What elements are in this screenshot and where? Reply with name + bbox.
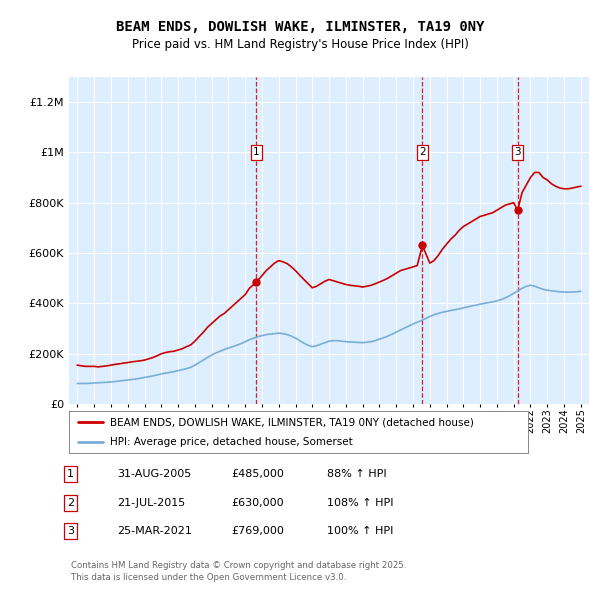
- Text: 1: 1: [67, 470, 74, 479]
- Text: Price paid vs. HM Land Registry's House Price Index (HPI): Price paid vs. HM Land Registry's House …: [131, 38, 469, 51]
- Text: BEAM ENDS, DOWLISH WAKE, ILMINSTER, TA19 0NY (detached house): BEAM ENDS, DOWLISH WAKE, ILMINSTER, TA19…: [110, 417, 474, 427]
- Text: HPI: Average price, detached house, Somerset: HPI: Average price, detached house, Some…: [110, 437, 353, 447]
- Text: 1: 1: [253, 148, 260, 158]
- Text: 21-JUL-2015: 21-JUL-2015: [117, 498, 185, 507]
- Text: 100% ↑ HPI: 100% ↑ HPI: [327, 526, 394, 536]
- Text: 3: 3: [67, 526, 74, 536]
- Text: 2: 2: [67, 498, 74, 507]
- Text: £485,000: £485,000: [231, 470, 284, 479]
- Text: 25-MAR-2021: 25-MAR-2021: [117, 526, 192, 536]
- Text: 3: 3: [514, 148, 521, 158]
- Text: £769,000: £769,000: [231, 526, 284, 536]
- Text: Contains HM Land Registry data © Crown copyright and database right 2025.: Contains HM Land Registry data © Crown c…: [71, 560, 406, 570]
- Text: 31-AUG-2005: 31-AUG-2005: [117, 470, 191, 479]
- Text: 88% ↑ HPI: 88% ↑ HPI: [327, 470, 386, 479]
- Text: 108% ↑ HPI: 108% ↑ HPI: [327, 498, 394, 507]
- Text: This data is licensed under the Open Government Licence v3.0.: This data is licensed under the Open Gov…: [71, 572, 346, 582]
- Text: 2: 2: [419, 148, 426, 158]
- Text: £630,000: £630,000: [231, 498, 284, 507]
- Text: BEAM ENDS, DOWLISH WAKE, ILMINSTER, TA19 0NY: BEAM ENDS, DOWLISH WAKE, ILMINSTER, TA19…: [116, 19, 484, 34]
